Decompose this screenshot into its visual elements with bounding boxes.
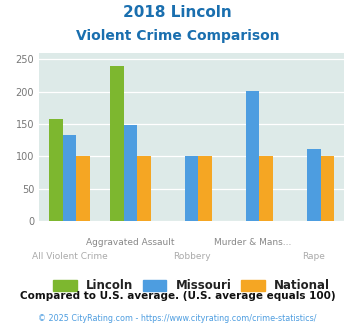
Text: © 2025 CityRating.com - https://www.cityrating.com/crime-statistics/: © 2025 CityRating.com - https://www.city… (38, 314, 317, 323)
Legend: Lincoln, Missouri, National: Lincoln, Missouri, National (50, 276, 334, 296)
Bar (110, 66, 124, 221)
Bar (307, 149, 321, 221)
Bar (185, 156, 198, 221)
Bar (124, 125, 137, 221)
Text: All Violent Crime: All Violent Crime (32, 252, 108, 261)
Bar (321, 156, 334, 221)
Bar (246, 91, 260, 221)
Text: Violent Crime Comparison: Violent Crime Comparison (76, 29, 279, 43)
Text: Robbery: Robbery (173, 252, 211, 261)
Bar (260, 156, 273, 221)
Text: Compared to U.S. average. (U.S. average equals 100): Compared to U.S. average. (U.S. average … (20, 291, 335, 301)
Text: 2018 Lincoln: 2018 Lincoln (123, 5, 232, 20)
Bar (63, 135, 76, 221)
Text: Aggravated Assault: Aggravated Assault (86, 238, 175, 247)
Bar (137, 156, 151, 221)
Text: Murder & Mans...: Murder & Mans... (214, 238, 291, 247)
Text: Rape: Rape (302, 252, 325, 261)
Bar (49, 119, 63, 221)
Bar (76, 156, 90, 221)
Bar (198, 156, 212, 221)
